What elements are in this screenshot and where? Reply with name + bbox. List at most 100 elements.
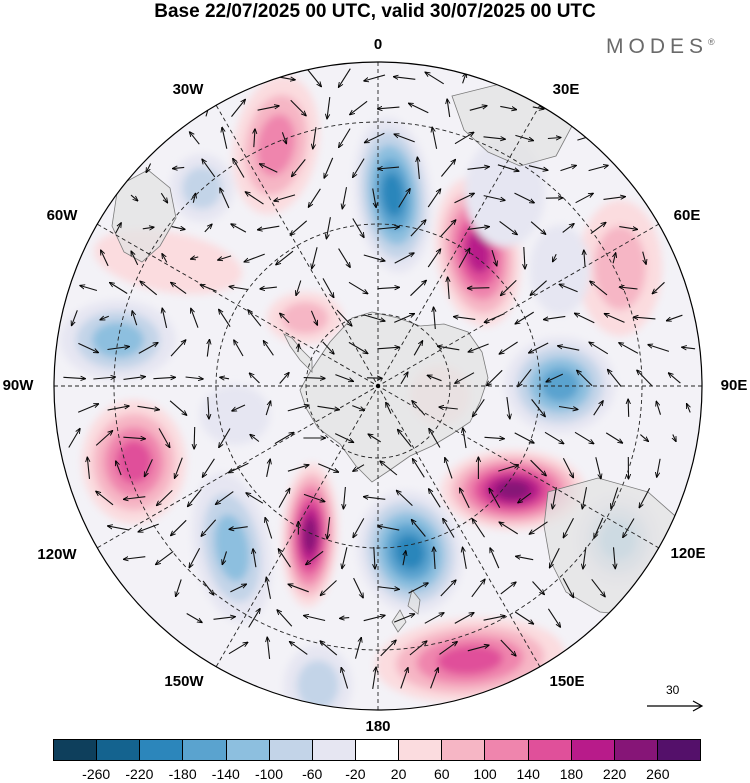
wind-vector bbox=[260, 164, 278, 173]
wind-vector bbox=[138, 523, 159, 532]
wind-vector bbox=[575, 313, 595, 324]
wind-vector bbox=[518, 368, 532, 386]
colorbar-tick-label: 180 bbox=[559, 766, 584, 782]
colorbar bbox=[53, 739, 701, 761]
wind-vector bbox=[267, 637, 269, 659]
wind-vector bbox=[467, 227, 490, 230]
wind-vector bbox=[350, 100, 368, 114]
wind-vector bbox=[220, 188, 230, 209]
wind-vector bbox=[250, 435, 260, 442]
positive-anomaly-contour bbox=[594, 226, 646, 310]
wind-vector bbox=[138, 343, 158, 354]
wind-vector bbox=[123, 377, 146, 380]
wind-vector bbox=[628, 399, 629, 417]
wind-vector bbox=[278, 488, 290, 508]
wind-vector bbox=[253, 549, 257, 568]
colorbar-swatch bbox=[485, 740, 529, 760]
wind-vector bbox=[320, 580, 337, 596]
wind-vector bbox=[173, 167, 185, 168]
wind-vector bbox=[559, 284, 578, 293]
wind-vector bbox=[413, 459, 425, 478]
colorbar-swatch bbox=[571, 740, 615, 760]
wind-vector bbox=[281, 132, 286, 143]
colorbar-tick-label: -180 bbox=[168, 766, 197, 782]
wind-vector bbox=[604, 314, 625, 323]
wind-vector bbox=[532, 581, 545, 595]
positive-anomaly-contour bbox=[115, 440, 153, 484]
colorbar-tick-label: -20 bbox=[345, 766, 366, 782]
wind-vector bbox=[490, 548, 500, 569]
wind-vector bbox=[483, 616, 506, 621]
wind-vector bbox=[278, 549, 291, 568]
wind-vector bbox=[352, 405, 364, 411]
wind-vector bbox=[595, 457, 601, 478]
wind-vector bbox=[231, 99, 246, 117]
wind-vector bbox=[115, 223, 122, 234]
wind-vector bbox=[530, 280, 547, 296]
wind-vector bbox=[87, 457, 89, 479]
wind-vector bbox=[438, 346, 460, 351]
positive-anomaly-contour bbox=[256, 114, 296, 176]
wind-vector bbox=[447, 99, 450, 118]
wind-vector bbox=[258, 225, 280, 230]
wind-vector bbox=[219, 309, 231, 328]
colorbar-swatch bbox=[355, 740, 400, 760]
wind-vector bbox=[313, 127, 317, 149]
negative-anomaly-contour bbox=[200, 385, 270, 445]
wind-vector bbox=[648, 345, 670, 352]
lon-label-0: 0 bbox=[373, 36, 383, 53]
wind-vector bbox=[364, 132, 385, 142]
positive-anomaly-contour bbox=[281, 302, 329, 334]
wind-vector bbox=[213, 617, 236, 620]
wind-vector bbox=[246, 493, 264, 504]
wind-vector bbox=[425, 72, 444, 85]
wind-vector bbox=[304, 616, 326, 622]
wind-vector bbox=[335, 374, 353, 382]
colorbar-swatch bbox=[226, 740, 270, 760]
wind-vector bbox=[440, 580, 456, 597]
wind-vector bbox=[228, 642, 248, 655]
wind-vector bbox=[640, 434, 648, 442]
wind-vector bbox=[409, 103, 429, 114]
wind-vector bbox=[514, 192, 535, 203]
wind-vector bbox=[338, 248, 351, 268]
wind-vector bbox=[202, 159, 216, 178]
wind-vector bbox=[322, 278, 334, 297]
wind-vector bbox=[190, 132, 200, 145]
wind-vector bbox=[317, 463, 338, 472]
wind-vector bbox=[498, 465, 518, 472]
lon-label-150e: 150E bbox=[549, 673, 585, 690]
wind-vector bbox=[403, 551, 406, 566]
wind-vector bbox=[307, 69, 322, 86]
colorbar-tick-label: 260 bbox=[646, 766, 670, 782]
wind-vector bbox=[582, 487, 588, 509]
wind-vector bbox=[290, 642, 308, 655]
wind-vector bbox=[107, 347, 130, 351]
colorbar-swatch bbox=[528, 740, 572, 760]
wind-vector bbox=[440, 220, 456, 237]
wind-vector bbox=[324, 157, 334, 178]
wind-vector bbox=[412, 401, 426, 416]
colorbar-tick-label: 140 bbox=[516, 766, 540, 782]
lon-label-120e: 120E bbox=[670, 545, 706, 562]
reference-vector-label: 30 bbox=[666, 683, 680, 697]
wind-vector bbox=[530, 459, 547, 476]
wind-vector bbox=[162, 308, 168, 329]
wind-vector bbox=[417, 157, 419, 180]
wind-vector bbox=[497, 164, 519, 171]
wind-vector bbox=[639, 488, 651, 507]
wind-vector bbox=[169, 400, 187, 415]
wind-vector bbox=[394, 314, 414, 323]
wind-vector bbox=[619, 343, 639, 354]
wind-vector bbox=[188, 489, 202, 506]
wind-vector bbox=[216, 491, 234, 505]
wind-vector bbox=[108, 526, 130, 531]
lon-label-30e: 30E bbox=[552, 81, 580, 98]
wind-vector bbox=[142, 227, 154, 229]
wind-vector bbox=[430, 668, 439, 689]
wind-vector bbox=[594, 517, 604, 538]
wind-vector bbox=[320, 641, 338, 656]
wind-vector bbox=[265, 401, 270, 416]
positive-anomaly-contour bbox=[495, 480, 531, 500]
wind-vector bbox=[124, 497, 146, 500]
